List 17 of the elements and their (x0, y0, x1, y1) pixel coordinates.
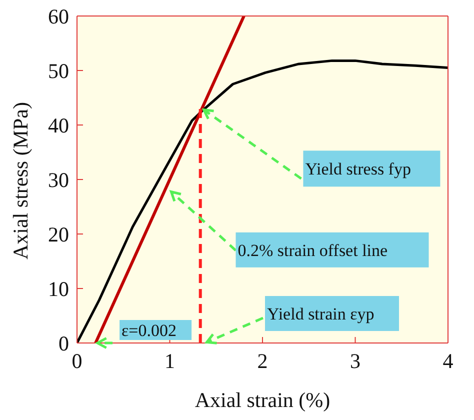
y-tick-label: 30 (48, 168, 69, 192)
y-tick-label: 20 (48, 222, 69, 246)
x-axis-title: Axial strain (%) (194, 388, 330, 412)
y-tick-label: 40 (48, 113, 69, 138)
y-tick-label: 0 (58, 331, 69, 356)
y-tick-label: 10 (48, 276, 69, 301)
x-tick-label: 3 (350, 348, 360, 373)
y-tick-label: 60 (48, 4, 69, 28)
annotation: ε=0.002 (122, 321, 177, 340)
y-tick-label: 50 (48, 58, 69, 83)
x-tick-label: 1 (164, 348, 175, 373)
annotation: Yield strain εyp (266, 304, 374, 324)
annotation: Yield stress fyp (305, 160, 411, 179)
x-tick-label: 4 (442, 348, 454, 373)
x-tick-label: 2 (257, 348, 268, 373)
y-axis-title: Axial stress (MPa) (8, 102, 32, 260)
annotation: 0.2% strain offset line (238, 240, 388, 260)
